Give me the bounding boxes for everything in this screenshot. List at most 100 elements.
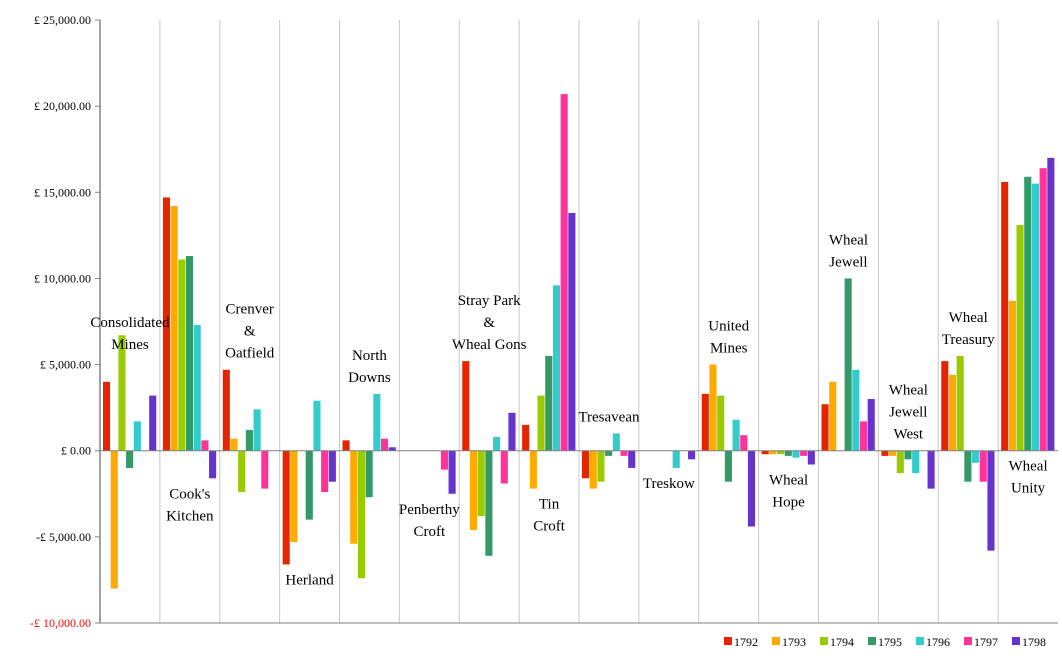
bar-1795	[126, 450, 134, 468]
category-label: Wheal Hope	[769, 473, 808, 511]
bar-1795	[904, 450, 912, 460]
category-label: Tin Croft	[533, 497, 565, 535]
bar-1793	[170, 206, 178, 451]
bar-1793	[889, 450, 897, 456]
legend-swatch	[916, 637, 924, 645]
bar-1792	[222, 369, 230, 451]
category-label: United Mines	[708, 319, 749, 357]
bar-1796	[552, 285, 561, 451]
legend-label: 1797	[974, 635, 998, 649]
category-label-line: Wheal	[769, 473, 808, 489]
bar-1796	[133, 421, 141, 451]
legend-swatch	[772, 637, 780, 645]
bar-1798	[209, 450, 217, 479]
category-label-line: Tresavean	[578, 409, 640, 425]
bar-1797	[740, 435, 748, 451]
bar-1797	[321, 450, 329, 493]
bar-1798	[628, 450, 636, 468]
bar-1798	[508, 412, 516, 451]
legend-label: 1798	[1022, 635, 1046, 649]
bar-1792	[103, 381, 111, 451]
category-separators	[159, 20, 999, 623]
bar-1796	[732, 419, 740, 451]
bar-1792	[582, 450, 590, 479]
legend-swatch	[724, 637, 732, 645]
bar-1792	[821, 404, 829, 451]
bar-1795	[545, 355, 553, 451]
category-label: Herland	[285, 572, 334, 588]
bar-1793	[290, 450, 298, 543]
bar-1793	[769, 450, 777, 455]
bar-1792	[342, 440, 350, 451]
bar-1798	[688, 450, 696, 460]
category-label-line: Crenver	[226, 302, 274, 318]
legend-label: 1795	[878, 635, 902, 649]
legend-swatch	[964, 637, 972, 645]
bar-1796	[253, 409, 261, 451]
category-label: Wheal Unity	[1008, 459, 1047, 497]
bar-1794	[896, 450, 904, 474]
bar-1795	[844, 278, 852, 451]
bar-1793	[529, 450, 537, 489]
bar-1795	[964, 450, 972, 482]
bar-1795	[784, 450, 792, 456]
category-label-line: &	[244, 324, 256, 340]
y-tick-label: £ 0.00	[61, 444, 91, 458]
category-label: Consolidated Mines	[90, 315, 170, 353]
y-tick-label: £ 20,000.00	[34, 99, 91, 113]
bar-1792	[881, 450, 889, 456]
bar-1795	[365, 450, 373, 498]
bar-1794	[477, 450, 485, 517]
category-label-line: North	[352, 348, 387, 364]
category-label-line: Jewell	[829, 254, 867, 270]
category-label: Treskow	[643, 476, 695, 492]
bar-1797	[261, 450, 269, 489]
legend-swatch	[1012, 637, 1020, 645]
bar-1797	[440, 450, 448, 470]
bar-1795	[605, 450, 613, 456]
category-label-line: United	[708, 319, 749, 335]
category-label-line: Wheal Gons	[452, 337, 527, 353]
bar-1798	[448, 450, 456, 494]
category-label-line: Mines	[111, 337, 149, 353]
category-label-line: Jewell	[889, 405, 927, 421]
bar-1796	[972, 450, 980, 463]
category-label-line: Herland	[285, 572, 334, 588]
bar-1797	[560, 94, 568, 451]
category-label-line: Oatfield	[225, 346, 275, 362]
bar-1796	[792, 450, 800, 458]
bar-1796	[373, 393, 381, 451]
bar-1798	[927, 450, 935, 489]
bar-1798	[747, 450, 756, 527]
bar-1793	[469, 450, 478, 530]
y-tick-label: £ 25,000.00	[34, 13, 91, 27]
bar-1796	[1031, 183, 1040, 451]
bar-1796	[493, 436, 501, 451]
category-label-line: Mines	[710, 341, 748, 357]
bar-1792	[761, 450, 769, 455]
category-label-line: Croft	[533, 519, 565, 535]
y-axis-ticks: £ 25,000.00 £ 20,000.00 £ 15,000.00 £ 10,00…	[30, 13, 100, 630]
bar-1792	[462, 361, 470, 451]
category-label-line: Unity	[1011, 481, 1046, 497]
bar-1792	[282, 450, 290, 565]
bar-1797	[859, 421, 868, 451]
category-label: Wheal Jewell	[829, 232, 868, 270]
category-label: Cook's Kitchen	[166, 486, 214, 524]
bar-1794	[238, 450, 246, 493]
y-tick-label: -£ 5,000.00	[36, 530, 91, 544]
category-label-line: West	[893, 427, 923, 443]
bar-1795	[305, 450, 313, 520]
category-label-line: &	[483, 315, 495, 331]
category-label-line: Wheal	[889, 383, 928, 399]
legend-label: 1794	[830, 635, 854, 649]
bar-1794	[597, 450, 605, 482]
bar-1794	[178, 259, 186, 451]
bar-1792	[701, 393, 709, 451]
bar-1793	[350, 450, 358, 544]
category-label: Wheal Treasury	[942, 310, 995, 348]
bar-1794	[357, 450, 365, 579]
legend-swatch	[820, 637, 828, 645]
category-label-line: Kitchen	[166, 508, 214, 524]
